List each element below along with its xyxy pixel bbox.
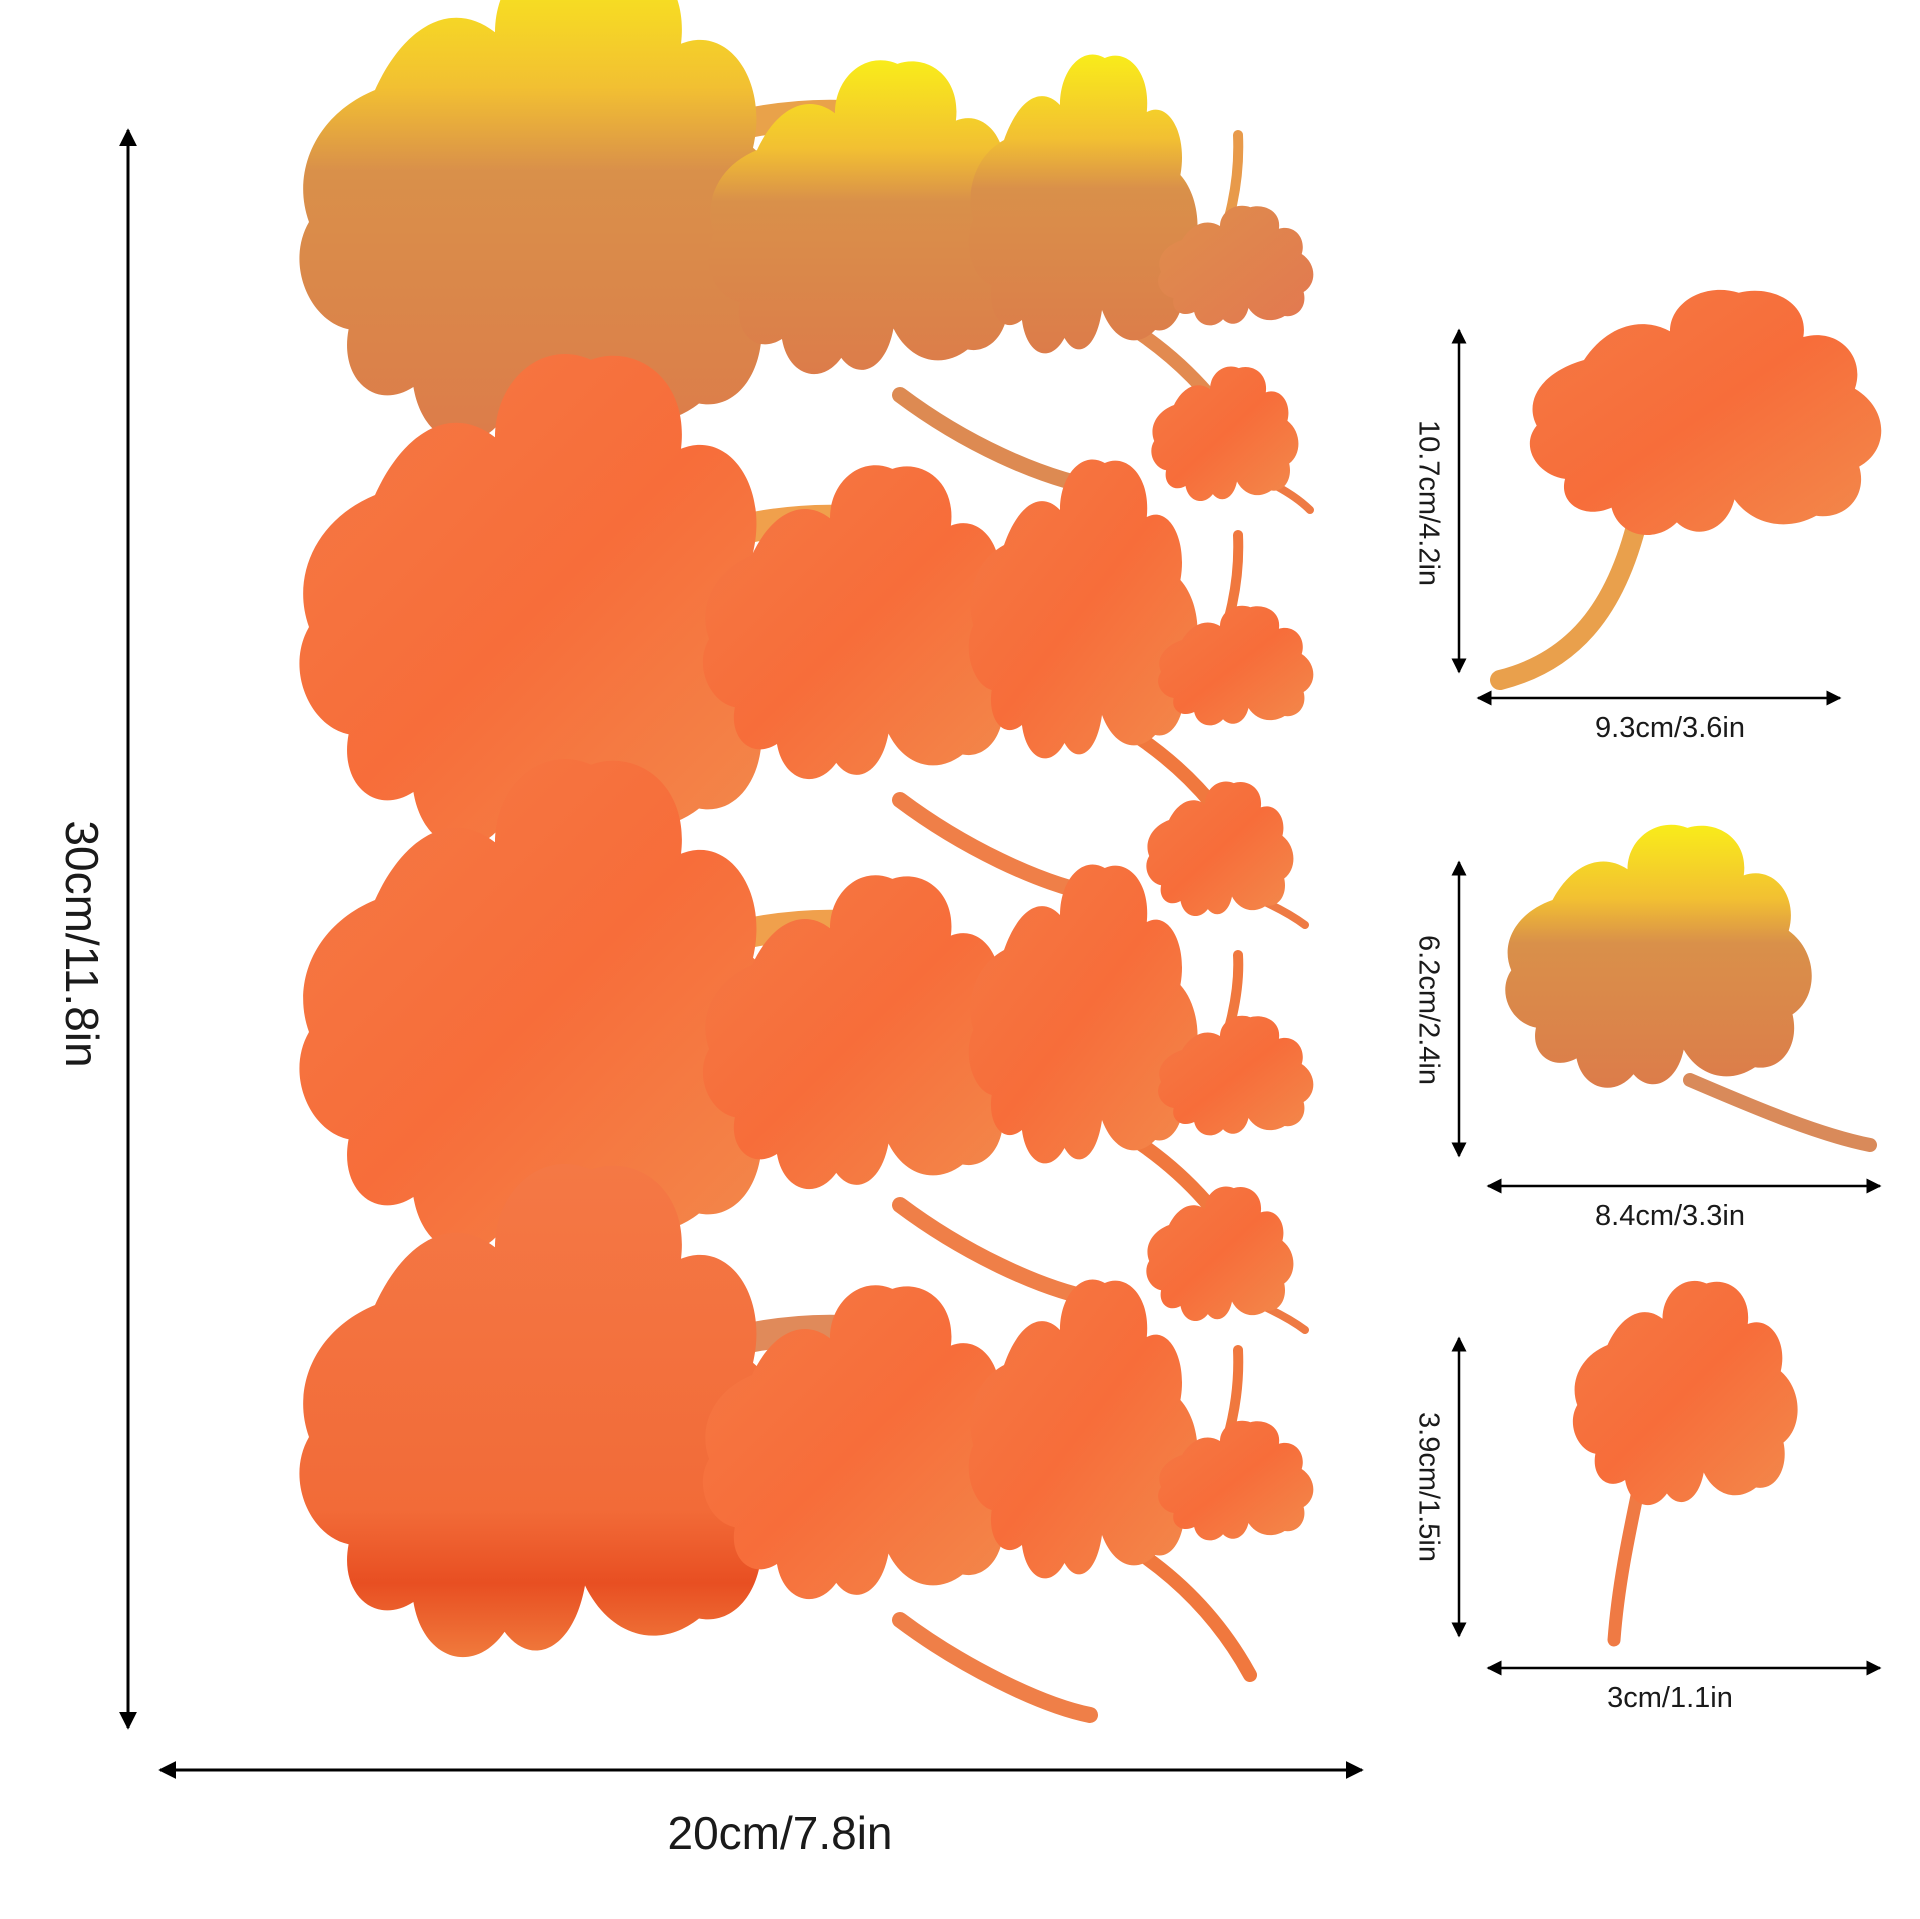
medium-width-label: 8.4cm/3.3in [1595, 1200, 1745, 1232]
sample-leaf-medium [1505, 824, 1877, 1152]
sample-leaf-large [1490, 289, 1882, 690]
main-height-label: 30cm/11.8in [56, 820, 108, 1068]
large-width-label: 9.3cm/3.6in [1595, 712, 1745, 744]
leaf-sticker [1158, 130, 1314, 326]
leaf-sticker [1158, 950, 1314, 1136]
large-height-label: 10.7cm/4.2in [1412, 419, 1445, 587]
leaf-sticker [1158, 530, 1314, 726]
sample-leaf-small [1572, 1280, 1798, 1647]
small-height-label: 3.9cm/1.5in [1412, 1412, 1445, 1562]
leaf-sticker [1151, 366, 1314, 514]
leaf-sticker [968, 1279, 1257, 1682]
medium-height-label: 6.2cm/2.4in [1412, 935, 1445, 1085]
leaf-sticker [1146, 781, 1309, 929]
main-width-label: 20cm/7.8in [667, 1807, 893, 1859]
leaf-sticker [1146, 1186, 1309, 1334]
small-width-label: 3cm/1.1in [1607, 1682, 1733, 1714]
main-sticker-grid [299, 0, 1314, 1723]
leaf-sticker [1158, 1345, 1314, 1541]
leaf-sticker [702, 1285, 1098, 1723]
